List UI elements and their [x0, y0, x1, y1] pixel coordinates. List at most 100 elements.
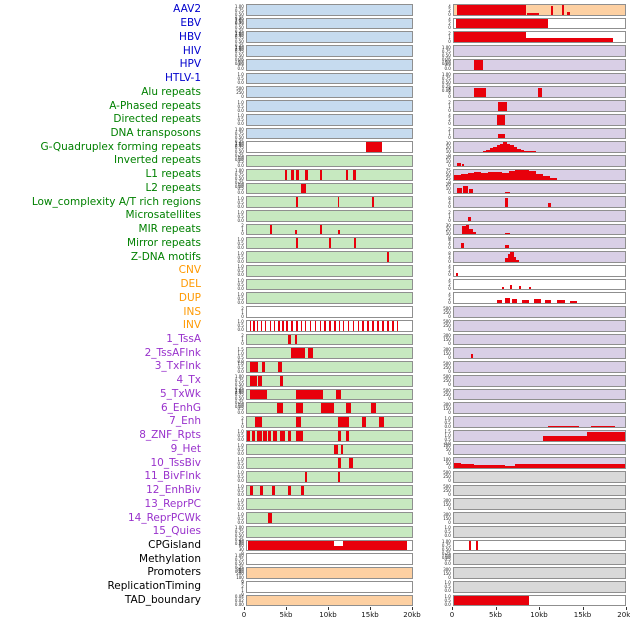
data-bar	[549, 178, 557, 180]
y-axis-right: 1.5 1.0 0.5 0.0	[413, 429, 453, 446]
y-tick-label: 0	[241, 231, 244, 237]
track-plot-left	[245, 484, 414, 497]
data-bar	[250, 389, 267, 400]
data-bar	[525, 37, 614, 43]
data-bar	[534, 298, 542, 304]
y-tick-label: 0.25	[234, 56, 244, 62]
y-tick-label: 150	[443, 405, 451, 411]
y-tick-label: 0	[448, 217, 451, 223]
data-bar	[250, 375, 257, 386]
y-tick-label: 0.02	[234, 598, 244, 604]
data-bar	[498, 133, 506, 139]
y-tick-label: 25	[445, 176, 451, 182]
track-row: Mirror repeats 1.0 0.5 0.0 8 4 0	[0, 236, 626, 250]
data-bar	[319, 169, 322, 180]
y-axis-left: 1.0 0.5 0.0	[204, 182, 246, 196]
y-tick-label: 0.50	[234, 533, 244, 539]
track-plot-left	[245, 333, 414, 346]
y-tick-label: 0.50	[441, 52, 451, 58]
data-bar	[467, 464, 475, 468]
data-bar	[453, 32, 526, 43]
track-plot-left	[245, 347, 414, 360]
y-tick-label: 8	[448, 250, 451, 256]
data-bar	[453, 453, 625, 455]
y-tick-label: 0.00	[234, 568, 244, 574]
y-axis-right: 300 150 0	[413, 401, 453, 415]
y-tick-label: 0	[448, 354, 451, 360]
y-tick-label: 1.0	[237, 291, 244, 297]
y-tick-label: 0.5	[237, 76, 244, 82]
track-plot-left	[245, 72, 414, 85]
data-bar	[296, 417, 302, 427]
y-axis-right: 500 250 0	[413, 374, 453, 388]
track-plot-right	[452, 155, 626, 167]
track-plot-left	[245, 223, 414, 236]
track-plot-left	[245, 443, 414, 456]
data-bar	[345, 169, 349, 180]
y-tick-label: 0	[448, 574, 451, 580]
data-bar	[337, 417, 350, 427]
data-bar	[505, 258, 508, 262]
track-plot-right	[452, 457, 626, 469]
track-plot-right	[452, 72, 626, 85]
y-tick-label: 0.5	[237, 199, 244, 205]
data-bar	[505, 297, 511, 304]
track-row: 7_Enh 2 1 0 1.0 0.5 0.0	[0, 415, 626, 429]
track-plot-left	[245, 470, 414, 483]
y-axis-left: 1.00 0.75 0.50 0.25 0.00	[204, 30, 246, 51]
track-row: HIV 1.00 0.75 0.50 0.25 0.00 1.00 0.75 0.50 0.25 0…	[0, 44, 626, 65]
y-tick-label: 0.0	[237, 464, 244, 470]
track-label: Low_complexity A/T rich regions	[31, 195, 202, 208]
track-plot-right	[452, 319, 626, 332]
data-bar	[286, 320, 288, 331]
track-plot-left	[245, 361, 414, 373]
y-tick-label: 1	[241, 309, 244, 315]
y-tick-label: 1.0	[237, 250, 244, 256]
y-tick-label: 150	[443, 501, 451, 507]
track-label: EBV	[180, 17, 202, 30]
track-plot-right	[452, 498, 626, 511]
data-bar	[329, 320, 331, 331]
y-tick-label: 300	[443, 511, 451, 517]
y-tick-label: 0.5	[237, 117, 244, 123]
track-plot-right	[452, 45, 626, 57]
track-plot-left	[245, 498, 414, 511]
y-tick-label: 0.50	[234, 25, 244, 31]
y-tick-label: 30	[445, 140, 451, 146]
y-tick-label: 200	[236, 570, 244, 576]
y-axis-left: 1.00 0.75 0.50 0.25 0.00	[204, 552, 246, 573]
data-bar	[334, 444, 338, 455]
y-tick-label: 0.50	[234, 11, 244, 17]
y-tick-label: 500	[443, 484, 451, 490]
track-plot-left	[245, 237, 414, 250]
y-axis-left: 1.00 0.75 0.50 0.25 0.00	[204, 388, 246, 409]
data-bar	[529, 171, 536, 180]
data-bar	[535, 173, 543, 180]
track-plot-right	[452, 182, 626, 195]
track-label: CNV	[178, 264, 202, 277]
data-bar	[274, 320, 276, 331]
data-bar	[462, 225, 466, 235]
y-tick-label: 1	[448, 213, 451, 219]
data-bar	[288, 485, 291, 496]
data-bar	[453, 595, 530, 606]
data-bar	[397, 320, 399, 331]
y-tick-label: 90	[238, 539, 244, 545]
track-label: DNA transposons	[110, 126, 202, 139]
data-bar	[463, 186, 468, 194]
y-axis-left: 1.0 0.5 0.0	[204, 443, 246, 457]
y-tick-label: 0.0	[237, 478, 244, 484]
data-bar	[587, 431, 625, 441]
y-axis-right: 1.0 0.5 0.0	[413, 594, 453, 608]
track-label: INV	[182, 319, 202, 332]
track-plot-right	[452, 113, 626, 126]
y-tick-label: 1.00	[234, 388, 244, 394]
y-tick-label: 1.0	[237, 264, 244, 270]
data-bar	[345, 430, 350, 441]
data-bar	[455, 272, 458, 276]
y-tick-label: 0.25	[234, 139, 244, 145]
data-bar	[488, 172, 495, 180]
data-bar	[457, 5, 526, 15]
y-tick-label: 0.25	[441, 84, 451, 90]
y-tick-label: 0	[448, 11, 451, 17]
